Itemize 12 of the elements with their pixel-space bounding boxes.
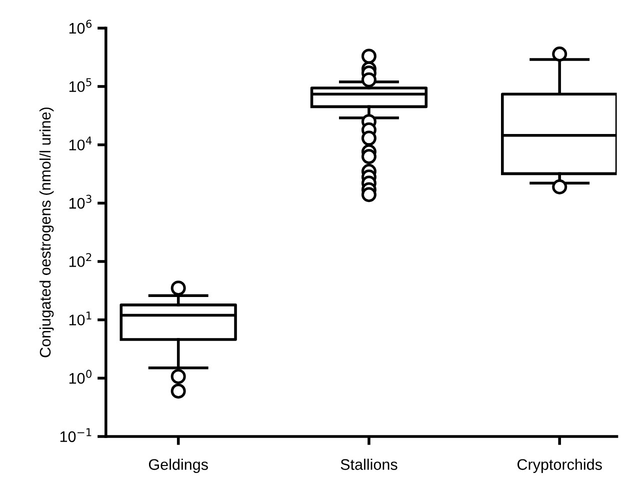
y-tick-label: 10$^{4}$: [69, 136, 92, 150]
y-tick-label: 10$^{2}$: [69, 253, 92, 268]
y-tick-label: 10$^{0}$: [69, 370, 92, 384]
y-tick-label: 10$^{6}$: [69, 20, 92, 34]
y-tick-label: 10$^{5}$: [69, 78, 92, 92]
y-tick-label: 10$^{−1}$: [60, 428, 92, 442]
x-tick-label: Stallions: [340, 458, 398, 470]
y-axis-title: Conjugated oestrogens (nmol/l urine): [39, 108, 54, 358]
y-tick-label: 10$^{3}$: [69, 194, 92, 209]
y-tick-label: 10$^{1}$: [69, 312, 92, 326]
x-tick-label: Cryptorchids: [517, 458, 602, 473]
x-tick-label: Geldings: [148, 458, 208, 473]
